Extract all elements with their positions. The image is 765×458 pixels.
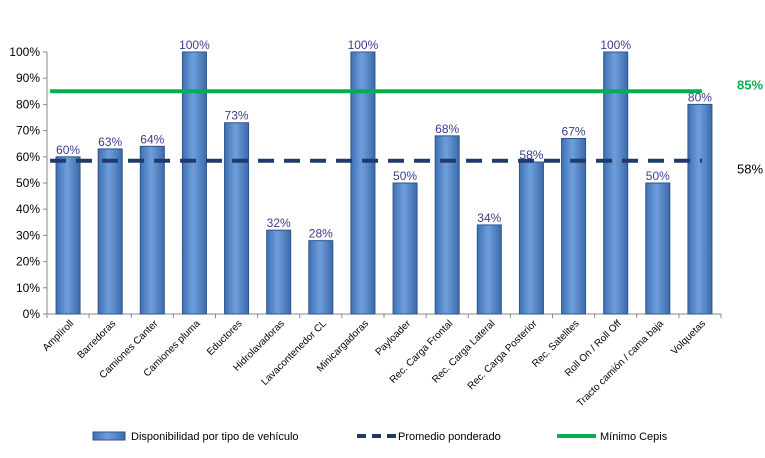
bar — [224, 122, 250, 315]
bar-value-label: 67% — [562, 124, 586, 138]
y-tick-label: 60% — [16, 150, 40, 164]
bar — [687, 103, 713, 315]
bar-value-label: 28% — [309, 227, 333, 241]
x-tick-label: Tracto camión / cama baja — [575, 318, 666, 409]
bar-value-label: 50% — [646, 169, 670, 183]
bar-value-label: 100% — [348, 38, 379, 52]
bar-value-label: 63% — [98, 135, 122, 149]
bar — [561, 137, 587, 315]
bar — [97, 148, 123, 315]
bars — [55, 51, 713, 315]
bar — [434, 135, 460, 315]
bar — [266, 229, 292, 315]
bar — [181, 51, 207, 315]
bar — [476, 224, 502, 315]
y-tick-label: 90% — [16, 71, 40, 85]
x-tick-label: Rec. Carga Posterior — [466, 318, 540, 392]
bar-value-label: 80% — [688, 90, 712, 104]
legend-label: Disponibilidad por tipo de vehículo — [131, 431, 299, 443]
x-tick-label: Volquetas — [669, 318, 708, 357]
bar-value-label: 100% — [600, 38, 631, 52]
bar-value-label: 60% — [56, 143, 80, 157]
bar — [139, 145, 165, 315]
y-tick-label: 30% — [16, 228, 40, 242]
legend-label: Promedio ponderado — [398, 431, 501, 443]
promedio-ponderado-value: 58% — [737, 162, 763, 177]
y-tick-label: 80% — [16, 97, 40, 111]
bar — [603, 51, 629, 315]
y-tick-label: 100% — [9, 45, 40, 59]
bar — [645, 182, 671, 315]
legend-swatch-bar — [92, 431, 126, 441]
bar-value-label: 58% — [519, 148, 543, 162]
x-tick-label: Payloader — [374, 318, 414, 358]
bar — [308, 240, 334, 315]
legend-label: Mínimo Cepis — [600, 431, 668, 443]
bar — [350, 51, 376, 315]
y-tick-label: 40% — [16, 202, 40, 216]
bar-value-label: 64% — [140, 132, 164, 146]
x-tick-label: Amplíroll — [41, 318, 76, 353]
x-tick-label: Barredoras — [76, 318, 119, 361]
minimo-cepis-value: 85% — [737, 77, 763, 92]
reference-lines: 85% 58% — [50, 77, 763, 177]
bar-value-label: 73% — [225, 109, 249, 123]
y-tick-label: 20% — [16, 255, 40, 269]
bar — [518, 161, 544, 315]
y-tick-label: 10% — [16, 281, 40, 295]
legend: Disponibilidad por tipo de vehículo Prome… — [92, 431, 668, 443]
y-tick-label: 0% — [23, 307, 41, 321]
axes: 0% 10% 20% 30% 40% 50% 60% 70% 80% 90% 100% — [9, 45, 722, 321]
bar-value-label: 32% — [267, 216, 291, 230]
y-tick-label: 70% — [16, 124, 40, 138]
bar-value-label: 100% — [179, 38, 210, 52]
bar — [55, 156, 81, 315]
data-labels: 60% 63% 64% 100% 73% 32% 28% 100% 50% 68% 34% 58% 67… — [56, 38, 712, 241]
y-tick-label: 50% — [16, 176, 40, 190]
bar-value-label: 34% — [477, 211, 501, 225]
bar — [392, 182, 418, 315]
bar-value-label: 68% — [435, 122, 459, 136]
bar-value-label: 50% — [393, 169, 417, 183]
x-tick-label: Eductores — [205, 318, 245, 358]
